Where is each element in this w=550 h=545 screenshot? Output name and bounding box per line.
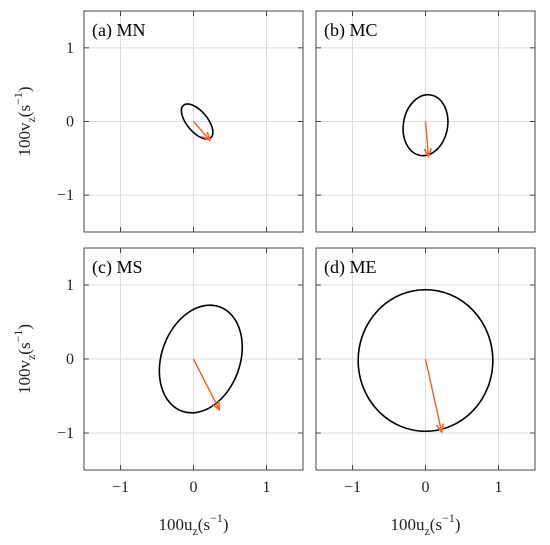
variance-ellipse	[402, 93, 449, 157]
x-axis-label-left: 100uz(s−1)	[158, 511, 228, 538]
panel-2: (b) MC	[315, 10, 536, 233]
x-tick-label: −1	[344, 479, 361, 496]
x-tick-label: 1	[263, 479, 271, 496]
y-axis-label-top: 100vz(s−1)	[11, 86, 38, 156]
mean-vector-arrow	[426, 121, 429, 157]
panel-1: −1 0 1 (a) MN	[57, 10, 304, 233]
x-axis-label-right: 100uz(s−1)	[390, 511, 460, 538]
y-tick-label: 1	[66, 277, 74, 294]
panel-label: (d) ME	[324, 257, 377, 278]
variance-ellipse	[158, 304, 244, 414]
panel-label: (b) MC	[324, 20, 378, 41]
x-tick-label: −1	[112, 479, 129, 496]
y-tick-label: 0	[66, 351, 74, 368]
panel-3: −1 0 1 −1 0 1 (c) MS	[57, 247, 304, 496]
variance-ellipse	[357, 288, 494, 433]
y-tick-label: −1	[57, 425, 74, 442]
y-axis-label-bottom: 100vz(s−1)	[11, 324, 38, 394]
x-tick-label: 1	[495, 479, 503, 496]
y-tick-label: −1	[57, 187, 74, 204]
x-tick-label: 0	[422, 479, 430, 496]
y-tick-label: 0	[66, 114, 74, 131]
panel-label: (c) MS	[92, 257, 143, 278]
mean-vector-arrow	[192, 358, 220, 409]
x-tick-label: 0	[190, 479, 198, 496]
panel-4: −1 0 1 (d) ME	[315, 247, 536, 496]
panel-label: (a) MN	[92, 20, 145, 41]
mean-vector-arrow	[424, 358, 442, 432]
mean-vector-arrow	[192, 121, 210, 140]
y-tick-label: 1	[66, 40, 74, 57]
